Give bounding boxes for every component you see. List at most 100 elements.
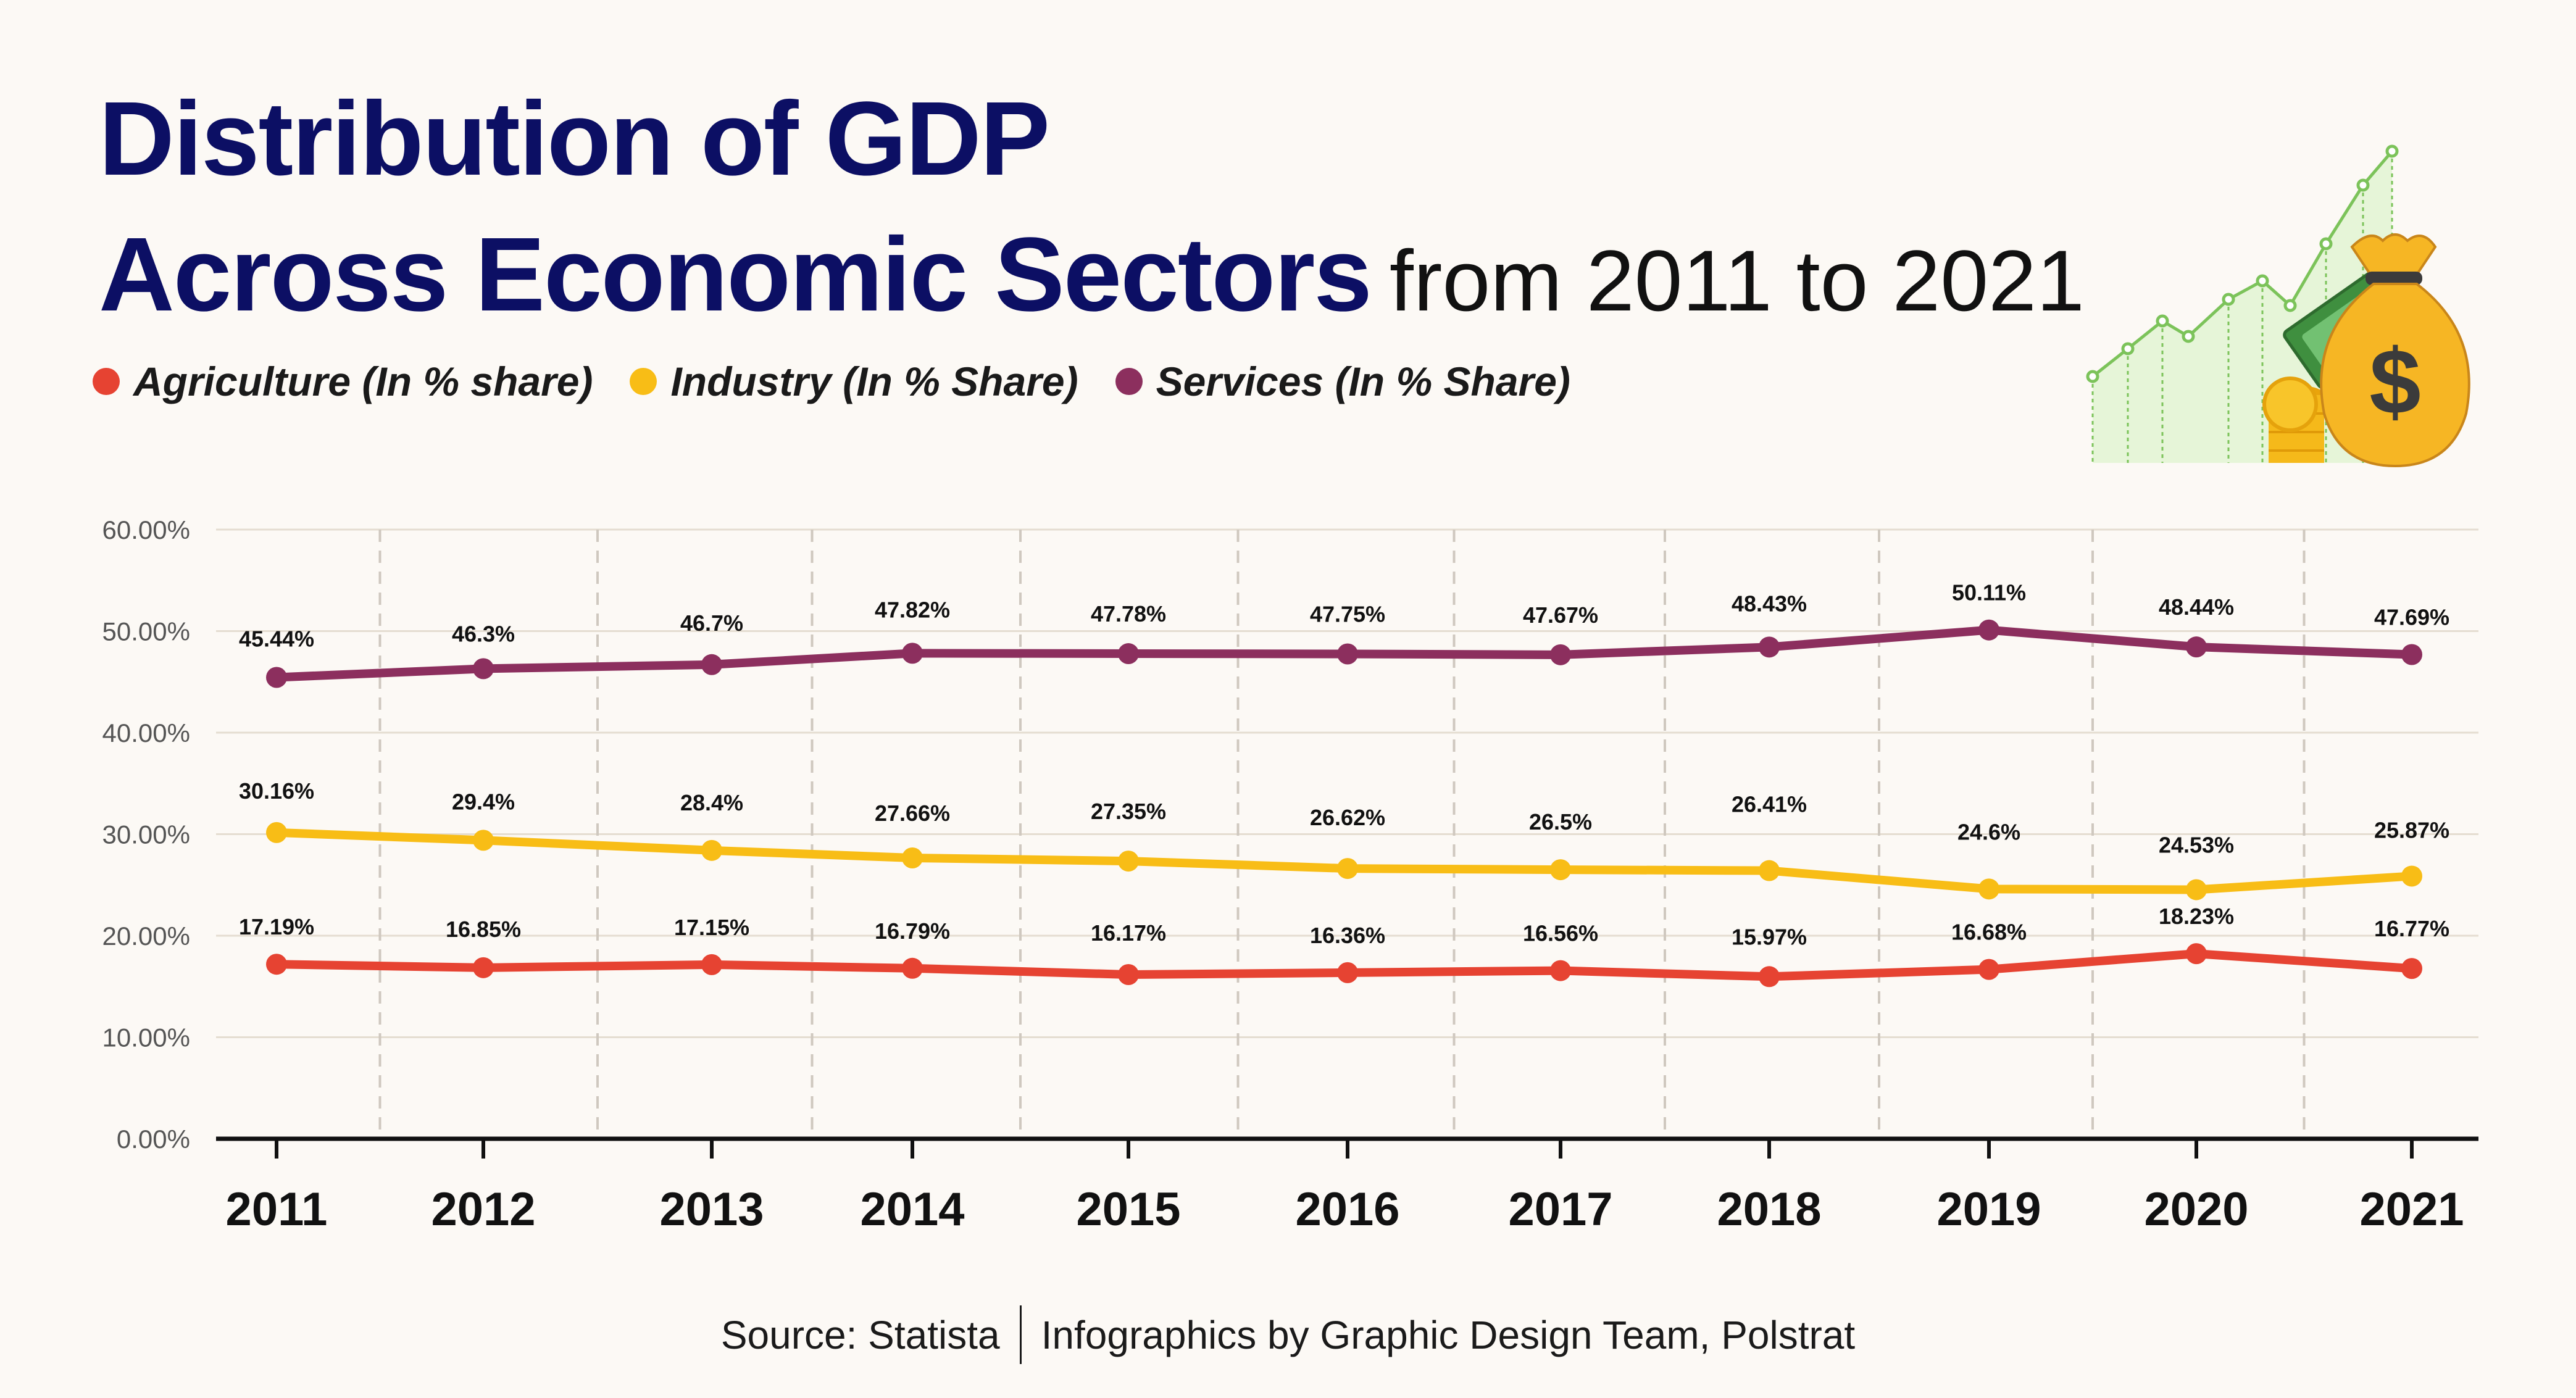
data-point-services xyxy=(1759,636,1780,658)
data-label-services: 48.44% xyxy=(2159,594,2234,620)
legend-item-agriculture: Agriculture (In % share) xyxy=(93,358,593,405)
data-label-agriculture: 16.17% xyxy=(1091,920,1166,946)
money-bag-symbol: $ xyxy=(2369,330,2420,433)
data-point-industry xyxy=(2401,865,2422,887)
x-tick-label: 2012 xyxy=(431,1183,535,1236)
data-point-industry xyxy=(1978,878,1999,900)
data-label-agriculture: 17.19% xyxy=(239,914,314,939)
data-label-services: 47.75% xyxy=(1310,602,1385,627)
data-point-services xyxy=(902,643,923,664)
title-line-2-bold: Across Economic Sectors xyxy=(99,216,1372,333)
data-label-agriculture: 16.79% xyxy=(875,918,950,944)
source-label: Source: Statista xyxy=(720,1312,1000,1357)
data-label-agriculture: 17.15% xyxy=(674,915,749,940)
y-tick-label: 0.00% xyxy=(117,1125,190,1154)
data-point-services xyxy=(1118,643,1139,665)
data-label-agriculture: 16.77% xyxy=(2374,916,2449,941)
data-label-industry: 26.5% xyxy=(1529,809,1592,834)
data-label-agriculture: 16.85% xyxy=(446,917,521,942)
x-tick-label: 2020 xyxy=(2144,1183,2248,1236)
data-point-agriculture xyxy=(1550,960,1571,981)
data-label-agriculture: 18.23% xyxy=(2159,904,2234,929)
data-label-industry: 28.4% xyxy=(680,790,743,815)
data-point-agriculture xyxy=(473,957,494,978)
data-point-agriculture xyxy=(902,957,923,979)
data-label-services: 47.67% xyxy=(1523,602,1598,628)
data-label-industry: 24.6% xyxy=(1957,819,2020,844)
data-point-services xyxy=(473,658,494,680)
data-label-services: 50.11% xyxy=(1952,580,2026,605)
data-label-agriculture: 16.68% xyxy=(1951,920,2027,945)
data-label-industry: 30.16% xyxy=(239,778,314,804)
data-point-services xyxy=(1978,619,1999,641)
data-label-industry: 25.87% xyxy=(2374,817,2449,843)
x-tick-label: 2018 xyxy=(1717,1183,1821,1236)
y-tick-label: 40.00% xyxy=(102,718,190,747)
x-tick-label: 2017 xyxy=(1508,1183,1612,1236)
data-point-services xyxy=(2401,644,2422,665)
data-point-services xyxy=(266,667,287,688)
money-bag-growth-icon: $ xyxy=(2086,144,2470,468)
data-point-industry xyxy=(1337,858,1358,880)
data-point-services xyxy=(2186,636,2207,658)
data-point-industry xyxy=(473,830,494,851)
legend: Agriculture (In % share) Industry (In % … xyxy=(93,358,1570,405)
y-tick-label: 50.00% xyxy=(102,617,190,646)
y-tick-label: 60.00% xyxy=(102,515,190,544)
title-line-2: Across Economic Sectors from 2011 to 2021 xyxy=(99,222,2085,327)
data-label-services: 47.78% xyxy=(1091,601,1166,626)
legend-item-industry: Industry (In % Share) xyxy=(630,358,1078,405)
data-label-services: 46.7% xyxy=(680,610,743,636)
legend-item-services: Services (In % Share) xyxy=(1115,358,1570,405)
data-point-agriculture xyxy=(1337,962,1358,983)
footer-divider xyxy=(1019,1305,1022,1364)
data-point-industry xyxy=(902,847,923,868)
title-line-1: Distribution of GDP xyxy=(99,80,1050,198)
x-tick-label: 2015 xyxy=(1076,1183,1180,1236)
data-point-agriculture xyxy=(266,954,287,975)
data-point-industry xyxy=(266,822,287,843)
legend-dot-industry xyxy=(630,368,657,395)
data-point-services xyxy=(701,654,722,675)
data-point-agriculture xyxy=(1118,964,1139,986)
data-point-agriculture xyxy=(1759,966,1780,988)
x-tick-label: 2021 xyxy=(2359,1183,2464,1236)
data-label-industry: 29.4% xyxy=(452,789,515,814)
legend-dot-services xyxy=(1115,368,1143,395)
data-label-agriculture: 15.97% xyxy=(1732,924,1807,949)
page-title: Distribution of GDP Across Economic Sect… xyxy=(99,86,2085,327)
x-tick-label: 2011 xyxy=(226,1183,328,1236)
data-point-industry xyxy=(701,839,722,861)
data-label-agriculture: 16.56% xyxy=(1523,921,1598,946)
data-point-industry xyxy=(1550,859,1571,881)
y-tick-label: 30.00% xyxy=(102,820,190,849)
credit-label: Infographics by Graphic Design Team, Pol… xyxy=(1041,1312,1856,1357)
x-tick-label: 2016 xyxy=(1295,1183,1399,1236)
data-point-industry xyxy=(2186,879,2207,901)
footer: Source: Statista Infographics by Graphic… xyxy=(0,1305,2576,1364)
data-label-industry: 24.53% xyxy=(2159,832,2234,857)
x-tick-label: 2019 xyxy=(1936,1183,2041,1236)
data-point-services xyxy=(1337,643,1358,665)
data-point-services xyxy=(1550,644,1571,665)
data-point-agriculture xyxy=(1978,959,1999,980)
y-tick-label: 20.00% xyxy=(102,922,190,951)
data-label-services: 45.44% xyxy=(239,626,314,652)
data-label-industry: 26.41% xyxy=(1732,792,1807,817)
data-point-agriculture xyxy=(2186,943,2207,965)
legend-label-industry: Industry (In % Share) xyxy=(670,359,1078,404)
data-point-agriculture xyxy=(2401,958,2422,980)
x-tick-label: 2014 xyxy=(860,1183,964,1236)
data-label-industry: 27.35% xyxy=(1091,799,1166,824)
data-point-agriculture xyxy=(701,954,722,975)
data-label-services: 48.43% xyxy=(1732,591,1807,616)
x-tick-label: 2013 xyxy=(659,1183,764,1236)
data-label-services: 47.82% xyxy=(875,597,950,622)
data-label-industry: 27.66% xyxy=(875,801,950,826)
data-point-industry xyxy=(1759,860,1780,881)
y-tick-label: 10.00% xyxy=(102,1023,190,1052)
legend-label-agriculture: Agriculture (In % share) xyxy=(133,359,593,404)
data-point-industry xyxy=(1118,851,1139,872)
legend-dot-agriculture xyxy=(93,368,120,395)
